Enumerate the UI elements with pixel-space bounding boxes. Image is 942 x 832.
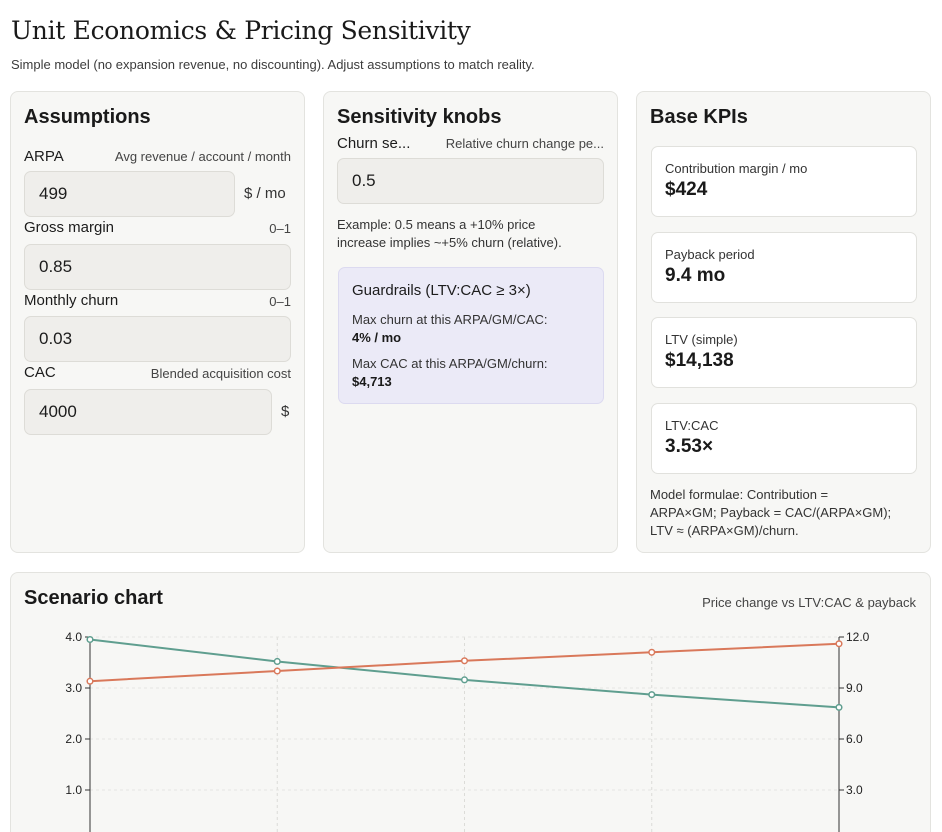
kpi-value: $424 xyxy=(665,179,708,200)
assumptions-card: Assumptions ARPA Avg revenue / account /… xyxy=(10,91,305,553)
arpa-label: ARPA xyxy=(24,148,64,165)
formula-line3: LTV ≈ (ARPA×GM)/churn. xyxy=(650,523,799,538)
arpa-hint: Avg revenue / account / month xyxy=(114,149,291,164)
churn-sensitivity-label: Churn se... xyxy=(337,135,411,152)
example-text-line1: Example: 0.5 means a +10% price xyxy=(337,217,536,232)
sensitivity-card: Sensitivity knobs Churn se... Relative c… xyxy=(323,91,618,553)
arpa-unit: $ / mo xyxy=(244,185,286,202)
formula-line2: ARPA×GM; Payback = CAC/(ARPA×GM); xyxy=(650,505,892,520)
kpi-card: Base KPIs Contribution margin / mo $424 … xyxy=(636,91,931,553)
scenario-card: Scenario chart Price change vs LTV:CAC &… xyxy=(10,572,931,832)
churn-label: Monthly churn xyxy=(24,292,119,309)
sensitivity-title: Sensitivity knobs xyxy=(337,106,502,128)
max-churn-label: Max churn at this ARPA/GM/CAC: xyxy=(352,312,548,327)
scenario-title: Scenario chart xyxy=(24,587,163,609)
churn-input[interactable]: 0.03 xyxy=(24,316,291,362)
scenario-subtitle: Price change vs LTV:CAC & payback xyxy=(702,595,916,610)
kpi-ltv: LTV (simple) $14,138 xyxy=(651,317,917,388)
formula-line1: Model formulae: Contribution = xyxy=(650,487,829,502)
kpi-contribution: Contribution margin / mo $424 xyxy=(651,146,917,217)
max-cac-value: $4,713 xyxy=(352,374,392,389)
gross-margin-label: Gross margin xyxy=(24,219,115,236)
assumptions-title: Assumptions xyxy=(24,106,151,128)
kpi-payback: Payback period 9.4 mo xyxy=(651,232,917,303)
churn-sensitivity-input[interactable]: 0.5 xyxy=(337,158,604,204)
cac-unit: $ xyxy=(281,403,290,420)
cac-label: CAC xyxy=(24,364,56,381)
churn-sensitivity-hint: Relative churn change pe... xyxy=(445,136,604,151)
cac-hint: Blended acquisition cost xyxy=(150,366,291,381)
page-subtitle: Simple model (no expansion revenue, no d… xyxy=(11,57,535,72)
example-text-line2: increase implies ~+5% churn (relative). xyxy=(337,235,562,250)
arpa-input[interactable]: 499 xyxy=(24,171,235,217)
max-churn-value: 4% / mo xyxy=(352,330,402,345)
kpi-ltv-cac: LTV:CAC 3.53× xyxy=(651,403,917,474)
gross-margin-input[interactable]: 0.85 xyxy=(24,244,291,290)
cac-input[interactable]: 4000 xyxy=(24,389,272,435)
page-title: Unit Economics & Pricing Sensitivity xyxy=(11,16,471,45)
max-cac-label: Max CAC at this ARPA/GM/churn: xyxy=(352,356,548,371)
kpi-label: Payback period xyxy=(665,247,755,262)
kpi-value: 3.53× xyxy=(665,436,714,457)
kpi-label: LTV (simple) xyxy=(665,332,738,347)
guardrails-title: Guardrails (LTV:CAC ≥ 3×) xyxy=(352,282,531,299)
kpi-label: LTV:CAC xyxy=(665,418,719,433)
churn-hint: 0–1 xyxy=(269,294,291,309)
kpi-value: 9.4 mo xyxy=(665,265,726,286)
kpi-label: Contribution margin / mo xyxy=(665,161,808,176)
gross-margin-hint: 0–1 xyxy=(269,221,291,236)
kpi-title: Base KPIs xyxy=(650,106,748,128)
kpi-value: $14,138 xyxy=(665,350,734,371)
guardrails-box: Guardrails (LTV:CAC ≥ 3×) Max churn at t… xyxy=(338,267,604,404)
